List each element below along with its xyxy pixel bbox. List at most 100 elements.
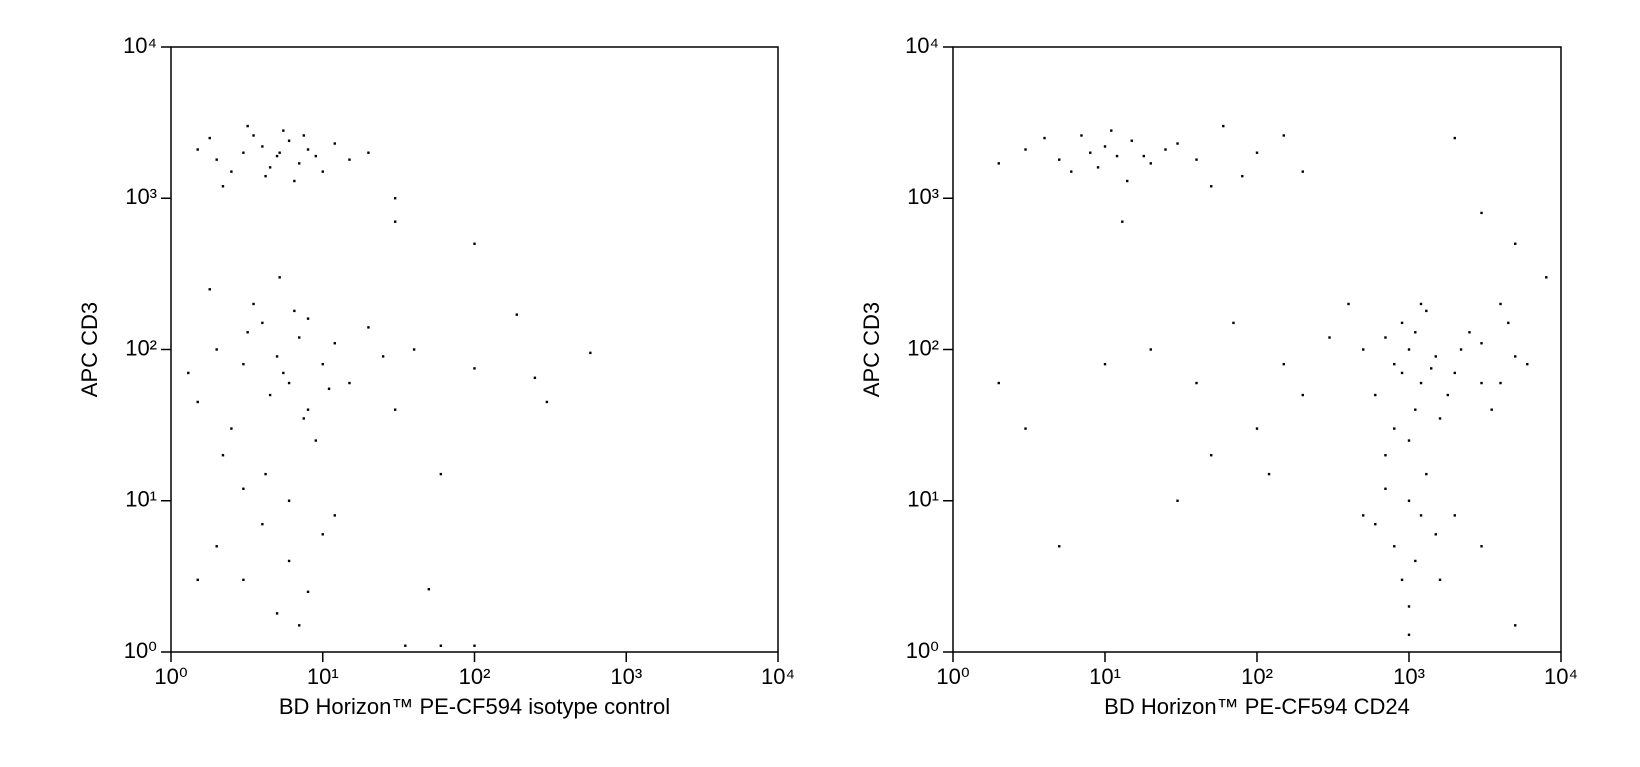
dot bbox=[287, 559, 291, 563]
dot bbox=[1362, 514, 1365, 517]
x-tick-label: 10⁴ bbox=[761, 664, 795, 689]
dot bbox=[1407, 348, 1411, 351]
dot bbox=[187, 371, 190, 375]
dot bbox=[1480, 342, 1483, 345]
dot bbox=[321, 170, 324, 173]
dot bbox=[208, 288, 211, 291]
dot bbox=[1024, 427, 1027, 430]
dot bbox=[1453, 514, 1456, 517]
dot bbox=[1328, 336, 1331, 339]
dot bbox=[1453, 136, 1456, 140]
dot bbox=[268, 166, 272, 169]
dot bbox=[1282, 134, 1285, 137]
dot bbox=[321, 533, 324, 536]
dot bbox=[268, 393, 272, 397]
dot bbox=[261, 522, 264, 526]
dot bbox=[302, 134, 305, 137]
dot bbox=[1434, 533, 1437, 536]
dot bbox=[393, 408, 397, 411]
dot bbox=[533, 376, 537, 379]
dot bbox=[1384, 336, 1387, 339]
dot bbox=[381, 355, 385, 358]
dot bbox=[242, 487, 245, 490]
dot bbox=[1232, 321, 1235, 325]
y-tick-label: 10⁴ bbox=[905, 33, 939, 58]
dot bbox=[242, 578, 245, 582]
y-axis-label: APC CD3 bbox=[859, 302, 884, 397]
dot bbox=[1425, 472, 1428, 476]
dot bbox=[997, 381, 1000, 385]
dot bbox=[333, 142, 336, 145]
dot bbox=[242, 362, 245, 366]
dot bbox=[1438, 417, 1442, 420]
dot bbox=[208, 136, 211, 140]
dot bbox=[1103, 145, 1107, 148]
dot bbox=[1414, 559, 1417, 563]
dot bbox=[246, 331, 249, 334]
x-tick-label: 10³ bbox=[610, 664, 642, 689]
x-tick-label: 10⁴ bbox=[1544, 664, 1578, 689]
dot bbox=[1130, 139, 1133, 142]
dot bbox=[261, 145, 264, 148]
dot bbox=[1222, 124, 1225, 128]
dot bbox=[1490, 408, 1493, 411]
dot bbox=[1176, 499, 1179, 502]
dot bbox=[1058, 545, 1061, 548]
dot bbox=[589, 351, 592, 355]
dot bbox=[1195, 381, 1198, 385]
y-tick-label: 10³ bbox=[125, 184, 157, 209]
dot bbox=[1393, 362, 1396, 366]
dot bbox=[427, 588, 431, 591]
dot bbox=[1430, 367, 1433, 370]
dot bbox=[1080, 134, 1083, 137]
dot bbox=[1446, 393, 1450, 397]
dot bbox=[1282, 362, 1285, 366]
dot bbox=[246, 124, 249, 128]
dot bbox=[997, 162, 1000, 165]
dot bbox=[393, 197, 397, 200]
dot bbox=[1419, 302, 1423, 306]
dot bbox=[1241, 174, 1244, 178]
dot bbox=[1149, 348, 1152, 351]
dot bbox=[1407, 633, 1411, 636]
dot bbox=[412, 348, 416, 351]
x-tick-label: 10¹ bbox=[1089, 664, 1121, 689]
dot bbox=[293, 309, 296, 313]
y-tick-label: 10¹ bbox=[907, 487, 939, 512]
dot bbox=[1468, 331, 1471, 334]
dot bbox=[333, 342, 336, 345]
dot bbox=[1089, 151, 1092, 154]
dot bbox=[215, 545, 218, 548]
dot bbox=[321, 362, 324, 366]
dot bbox=[393, 220, 397, 223]
dot bbox=[1414, 408, 1417, 411]
dot bbox=[278, 151, 281, 154]
dot bbox=[287, 139, 291, 142]
dot bbox=[1384, 454, 1387, 457]
dot bbox=[314, 154, 318, 158]
dot bbox=[1255, 151, 1259, 154]
dot bbox=[287, 499, 291, 502]
dot bbox=[1438, 578, 1442, 582]
dot bbox=[404, 644, 407, 647]
dot bbox=[1419, 381, 1423, 385]
dot bbox=[1110, 129, 1113, 132]
dot bbox=[230, 170, 233, 173]
x-tick-label: 10¹ bbox=[307, 664, 339, 689]
x-tick-label: 10² bbox=[1241, 664, 1273, 689]
y-tick-label: 10³ bbox=[907, 184, 939, 209]
dot bbox=[275, 355, 279, 358]
x-axis-label: BD Horizon™ PE-CF594 isotype control bbox=[279, 694, 670, 719]
dot bbox=[1514, 624, 1517, 627]
dot bbox=[1526, 362, 1529, 366]
dot bbox=[196, 148, 199, 151]
dot bbox=[1126, 179, 1129, 183]
dot bbox=[221, 185, 225, 188]
dot bbox=[1407, 605, 1411, 608]
dot bbox=[1347, 302, 1350, 306]
dot bbox=[287, 381, 291, 385]
dot bbox=[302, 417, 305, 420]
y-tick-label: 10⁰ bbox=[124, 638, 157, 663]
y-tick-label: 10¹ bbox=[125, 487, 157, 512]
dot bbox=[1024, 148, 1027, 151]
